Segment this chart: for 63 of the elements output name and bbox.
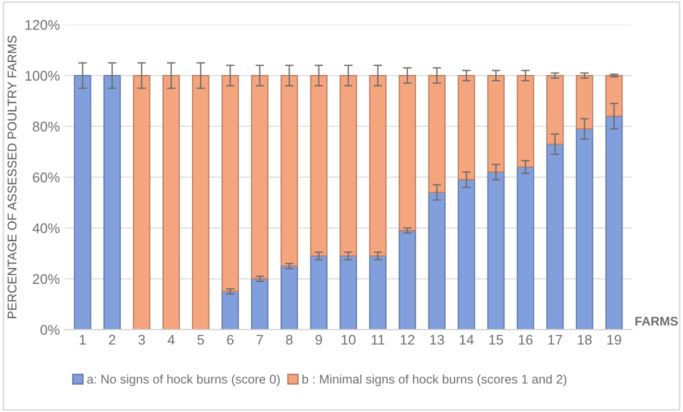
y-tick-label: 20% <box>32 274 60 284</box>
x-tick-label: 7 <box>256 334 263 345</box>
y-tick-label: 60% <box>32 172 60 182</box>
x-tick-label: 8 <box>286 334 293 345</box>
bar <box>369 255 387 330</box>
x-tick-label: 2 <box>108 334 116 345</box>
x-tick-label: 14 <box>460 334 474 345</box>
x-tick-label: 16 <box>518 334 533 345</box>
bar <box>340 255 358 330</box>
bar <box>280 74 298 267</box>
bar <box>310 74 328 256</box>
bar <box>251 74 268 280</box>
bar <box>576 74 594 130</box>
bar <box>576 128 594 330</box>
bar <box>516 74 534 168</box>
y-tick-label: 0% <box>40 324 60 335</box>
legend-label: b : Minimal signs of hock burns (scores 1 and 2) <box>302 374 566 386</box>
bar <box>192 74 210 330</box>
x-tick-label: 4 <box>168 334 175 345</box>
x-tick-label: 10 <box>342 334 356 345</box>
y-tick-label: 100% <box>26 70 60 81</box>
x-tick-label: 1 <box>80 334 86 345</box>
x-tick-label: 18 <box>578 334 592 345</box>
bar <box>310 255 328 330</box>
bar <box>398 74 416 232</box>
bar <box>340 74 358 256</box>
bar <box>458 179 476 330</box>
x-tick-label: 19 <box>607 334 622 345</box>
y-tick-label: 40% <box>32 223 60 234</box>
bar <box>487 172 505 330</box>
bar <box>280 266 298 330</box>
x-tick-label: 11 <box>372 334 384 345</box>
x-tick-label: 5 <box>197 334 204 345</box>
bar <box>132 74 150 330</box>
y-tick-label: 120% <box>26 20 60 30</box>
bar <box>428 74 446 193</box>
x-tick-label: 15 <box>489 334 504 345</box>
bar <box>546 74 564 145</box>
x-tick-label: 3 <box>138 334 145 345</box>
bar <box>103 74 121 330</box>
bar <box>516 166 534 330</box>
y-tick-label: 80% <box>32 122 60 132</box>
x-axis-title: FARMS <box>635 316 678 326</box>
bar <box>222 290 239 330</box>
bar <box>222 74 239 292</box>
bar <box>546 144 564 330</box>
y-axis-title: PERCENTAGE OF ASSESSED POULTRY FARMS <box>8 36 16 318</box>
bar <box>605 116 623 330</box>
x-tick-label: 12 <box>400 334 414 345</box>
bar <box>487 74 505 173</box>
bar <box>428 192 446 330</box>
x-tick-label: 13 <box>430 334 444 345</box>
bar <box>369 74 387 256</box>
x-tick-label: 6 <box>227 334 234 345</box>
x-tick-label: 9 <box>316 334 322 345</box>
bar <box>605 74 623 117</box>
bar <box>458 74 476 180</box>
bar <box>162 74 180 330</box>
bar <box>74 74 92 330</box>
x-tick-label: 17 <box>548 334 562 345</box>
legend-label: a: No signs of hock burns (score 0) <box>87 374 280 386</box>
bar <box>251 278 268 330</box>
bar <box>398 230 416 330</box>
